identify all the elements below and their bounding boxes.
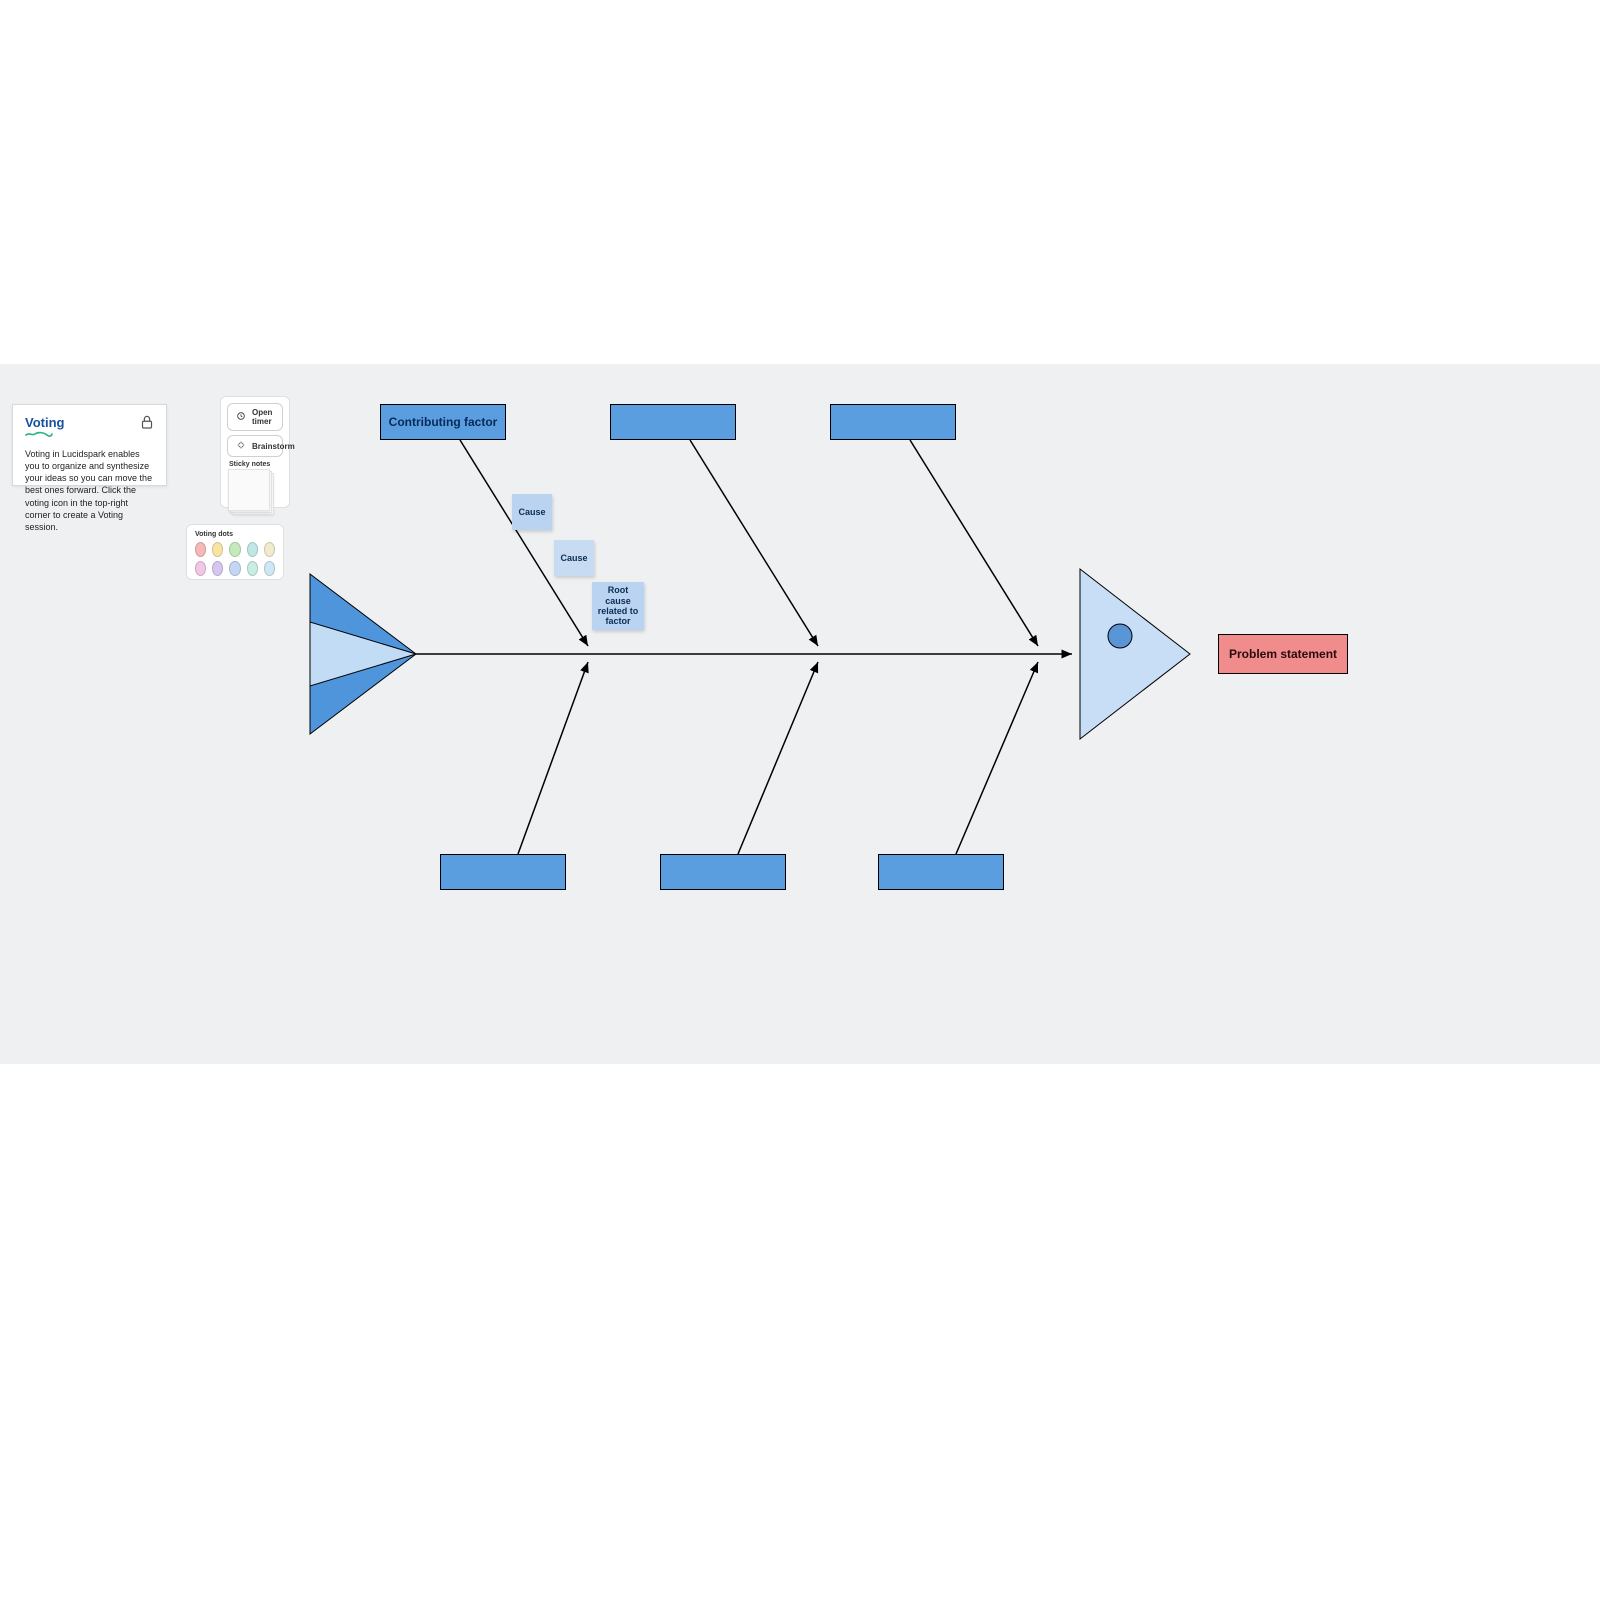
fish-eye [1108,624,1132,648]
voting-title: Voting [25,415,154,430]
fish-bone [956,662,1038,854]
factor-4[interactable] [440,854,566,890]
voting-dot[interactable] [247,542,258,557]
factor-2[interactable] [610,404,736,440]
voting-dot[interactable] [247,561,258,576]
fish-bone [518,662,588,854]
button-label: Open timer [252,408,274,426]
voting-dot[interactable] [195,561,206,576]
open-timer-button[interactable]: Open timer [227,403,283,431]
clock-icon [236,411,246,423]
factor-1[interactable]: Contributing factor [380,404,506,440]
diagram-canvas[interactable]: Voting Voting in Lucidspark enables you … [0,364,1600,1064]
problem-statement-box[interactable]: Problem statement [1218,634,1348,674]
voting-dot[interactable] [212,561,223,576]
factor-3[interactable] [830,404,956,440]
voting-body-text: Voting in Lucidspark enables you to orga… [25,448,154,533]
sticky-notes-preview[interactable] [229,470,273,514]
sticky-notes-label: Sticky notes [229,461,283,468]
voting-dot[interactable] [264,561,275,576]
voting-dot[interactable] [229,542,240,557]
voting-dot[interactable] [229,561,240,576]
fish-bone [738,662,818,854]
button-label: Brainstorm [252,442,295,451]
cause-3-note[interactable]: Root cause related to factor [592,582,644,630]
voting-dot[interactable] [264,542,275,557]
fish-bone [690,440,818,646]
voting-dots-title: Voting dots [195,531,275,538]
fish-bone [910,440,1038,646]
fish-head [1080,569,1190,739]
sparkle-icon [236,440,246,452]
tools-card: Open timer Brainstorm Sticky notes [220,396,290,508]
voting-dots-card: Voting dots [186,524,284,580]
cause-1-note[interactable]: Cause [512,494,552,530]
lock-icon [138,413,156,431]
brainstorm-button[interactable]: Brainstorm [227,435,283,457]
factor-5[interactable] [660,854,786,890]
voting-dot[interactable] [212,542,223,557]
voting-info-card: Voting Voting in Lucidspark enables you … [12,404,167,486]
voting-dot[interactable] [195,542,206,557]
factor-6[interactable] [878,854,1004,890]
cause-2-note[interactable]: Cause [554,540,594,576]
voting-underline-icon [25,431,53,437]
